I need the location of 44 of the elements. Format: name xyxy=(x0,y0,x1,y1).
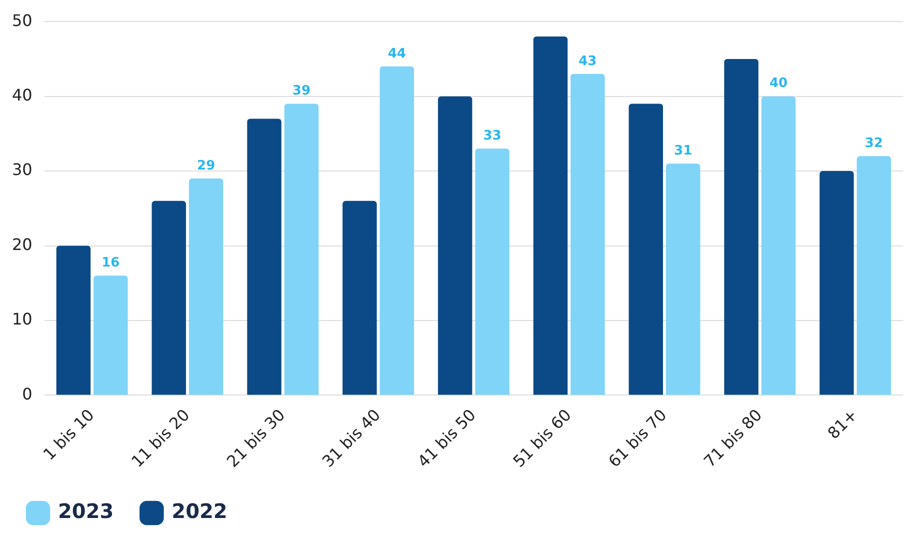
y-tick-label: 0 xyxy=(22,384,32,404)
y-tick-label: 10 xyxy=(12,310,32,329)
data-label: 43 xyxy=(578,54,597,69)
x-tick-label: 21 bis 30 xyxy=(223,405,289,471)
data-label: 33 xyxy=(483,128,502,144)
bar xyxy=(666,164,700,395)
bar xyxy=(152,200,186,395)
bar xyxy=(628,104,663,395)
bar xyxy=(380,66,414,395)
bar xyxy=(761,96,796,395)
data-label: 29 xyxy=(197,158,216,174)
legend-label: 2023 xyxy=(58,499,114,524)
bar xyxy=(247,118,282,395)
x-tick-label: 11 bis 20 xyxy=(128,405,194,471)
bar xyxy=(475,148,510,395)
bar xyxy=(94,276,128,395)
bar xyxy=(570,74,605,395)
bar xyxy=(342,200,377,395)
bar xyxy=(533,36,568,395)
x-tick-label: 61 bis 70 xyxy=(604,405,670,471)
legend-label: 2022 xyxy=(172,499,228,524)
x-tick-label: 51 bis 60 xyxy=(509,405,575,471)
bar xyxy=(724,58,758,395)
data-label: 16 xyxy=(102,256,120,271)
data-label: 39 xyxy=(292,84,311,99)
bar xyxy=(438,96,472,395)
data-label: 40 xyxy=(769,76,788,92)
y-tick-label: 40 xyxy=(12,85,32,104)
x-tick-label: 81+ xyxy=(824,405,862,443)
x-tick-label: 71 bis 80 xyxy=(700,405,766,471)
y-tick-label: 20 xyxy=(12,234,32,254)
y-tick-label: 30 xyxy=(12,160,32,180)
data-label: 32 xyxy=(864,136,883,151)
x-tick-label: 41 bis 50 xyxy=(414,405,480,471)
data-label: 31 xyxy=(674,143,692,158)
data-label: 44 xyxy=(388,46,406,62)
x-tick-label: 1 bis 10 xyxy=(39,405,98,464)
x-tick-label: 31 bis 40 xyxy=(318,405,384,471)
bar xyxy=(284,104,319,395)
y-tick-label: 50 xyxy=(12,10,32,30)
bar xyxy=(820,171,854,395)
bar xyxy=(56,246,91,395)
bar xyxy=(856,156,892,395)
bar xyxy=(188,178,224,395)
